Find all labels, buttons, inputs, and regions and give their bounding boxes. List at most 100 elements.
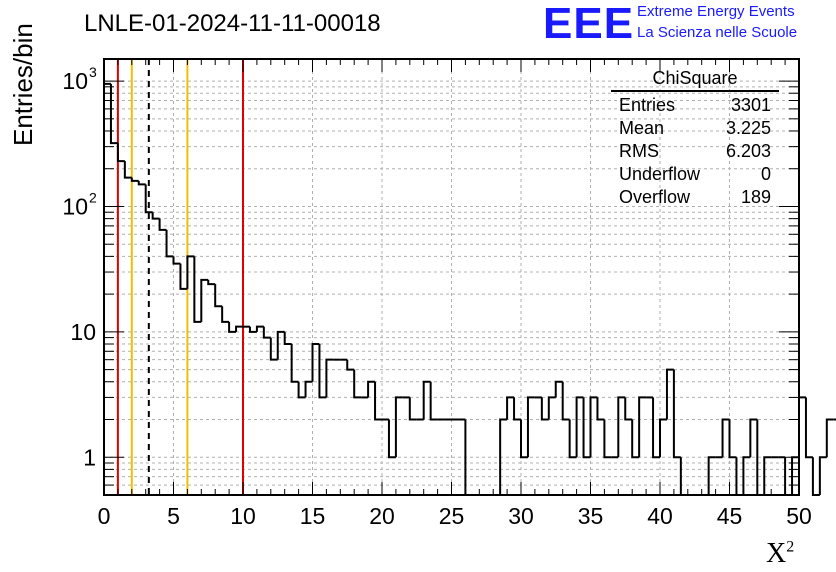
logo-text-line1: Extreme Energy Events (637, 3, 795, 20)
y-axis-label: Entries/bin (8, 23, 38, 146)
histogram-bin (123, 161, 132, 179)
histogram-bin (186, 255, 195, 289)
histogram-bin (408, 397, 417, 421)
histogram-bin (603, 419, 612, 459)
histogram-bin (311, 343, 320, 382)
x-tick-label: 20 (369, 503, 395, 529)
x-tick-label: 45 (717, 503, 743, 529)
histogram-bin (672, 369, 681, 459)
histogram-bin (631, 419, 640, 459)
chart-title: LNLE-01-2024-11-11-00018 (84, 10, 381, 37)
histogram-bin (513, 397, 521, 421)
histogram-bin (540, 397, 549, 421)
histogram-bin (221, 306, 230, 323)
histogram-bin (506, 396, 515, 420)
histogram-bin (290, 344, 299, 383)
stats-row-overflow: Overflow 189 (619, 187, 771, 207)
histogram-bin (825, 418, 834, 458)
histogram-bin (228, 321, 237, 333)
histogram-bin (728, 419, 737, 459)
histogram-bin (172, 256, 181, 265)
y-tick-label: 10 (62, 68, 88, 94)
y-tick-label: 10 (70, 319, 96, 345)
histogram-bin (248, 326, 257, 333)
histogram-bin (262, 326, 271, 339)
histogram-bin (255, 325, 264, 332)
histogram-bin (617, 396, 626, 458)
x-tick-label: 10 (230, 503, 256, 529)
histogram-bin (721, 418, 730, 458)
histogram-bin (103, 82, 111, 495)
histogram-bin (151, 212, 160, 220)
histogram-bin (207, 279, 216, 286)
histogram-bin (130, 177, 139, 182)
histogram-bin (561, 381, 570, 421)
histogram-bin (318, 344, 327, 399)
x-tick-label: 50 (786, 503, 812, 529)
histogram-bin (526, 396, 535, 458)
histogram-bin (798, 396, 806, 458)
histogram-bin (346, 359, 355, 371)
histogram-bin (158, 218, 167, 231)
histogram-bin (304, 380, 313, 398)
y-tick-exponent: 3 (89, 64, 97, 80)
grid (104, 59, 799, 495)
histogram-bin (276, 330, 285, 360)
x-tick-label: 0 (98, 503, 111, 529)
stats-row-rms: RMS 6.203 (619, 141, 771, 161)
axis-ticks (103, 59, 800, 495)
histogram-bin (499, 418, 508, 495)
histogram-bin (394, 396, 403, 458)
histogram-bin (297, 381, 306, 399)
histogram-bin (269, 337, 278, 361)
stats-row-underflow: Underflow 0 (619, 164, 771, 184)
histogram-bin (811, 457, 820, 496)
logo-text-line2: La Scienza nelle Scuole (637, 24, 798, 41)
histogram-bin (665, 368, 674, 420)
x-tick-label: 15 (300, 503, 326, 529)
y-tick-exponent: 2 (89, 189, 97, 205)
histogram-bin (638, 396, 647, 458)
y-tick-label: 10 (62, 193, 88, 219)
stats-box: ChiSquare Entries 3301 Mean 3.225 RMS 6.203… (611, 68, 779, 209)
histogram-bin (214, 284, 223, 308)
histogram-bin (568, 419, 577, 459)
histogram-bin (116, 143, 125, 163)
histogram-bin (179, 263, 188, 290)
stats-title: ChiSquare (611, 68, 779, 92)
histogram-bin (596, 397, 605, 421)
histogram-bin (547, 396, 556, 420)
histogram-bin (367, 380, 376, 398)
x-tick-label: 5 (167, 503, 180, 529)
histogram-bin (137, 180, 146, 186)
histogram-bin (763, 456, 772, 495)
histogram-bin (353, 369, 362, 399)
x-tick-label: 40 (647, 503, 673, 529)
histogram-bin (589, 396, 598, 458)
histogram-bin (804, 397, 813, 459)
histogram-bin (144, 184, 153, 214)
histogram-bin (659, 418, 667, 458)
x-tick-label: 35 (578, 503, 604, 529)
histogram-bin (624, 397, 633, 421)
histogram-bin (520, 419, 528, 459)
eee-logo: EEE (543, 0, 635, 48)
stats-row-entries: Entries 3301 (619, 95, 771, 115)
histogram-bin (200, 278, 209, 322)
histogram-bin (422, 380, 431, 420)
histogram-bin (283, 331, 292, 346)
histogram-bin (165, 229, 174, 258)
histogram-bin (707, 456, 716, 495)
histogram-bin (235, 325, 243, 332)
histogram-bin (193, 256, 202, 323)
histogram-bin (582, 397, 591, 459)
x-tick-label: 25 (439, 503, 465, 529)
histogram-bin (325, 358, 334, 398)
stats-row-mean: Mean 3.225 (619, 118, 771, 138)
histogram-bin (742, 456, 751, 495)
histogram-bin (387, 419, 396, 459)
histogram-bin (575, 396, 584, 458)
y-tick-label: 1 (83, 444, 96, 470)
